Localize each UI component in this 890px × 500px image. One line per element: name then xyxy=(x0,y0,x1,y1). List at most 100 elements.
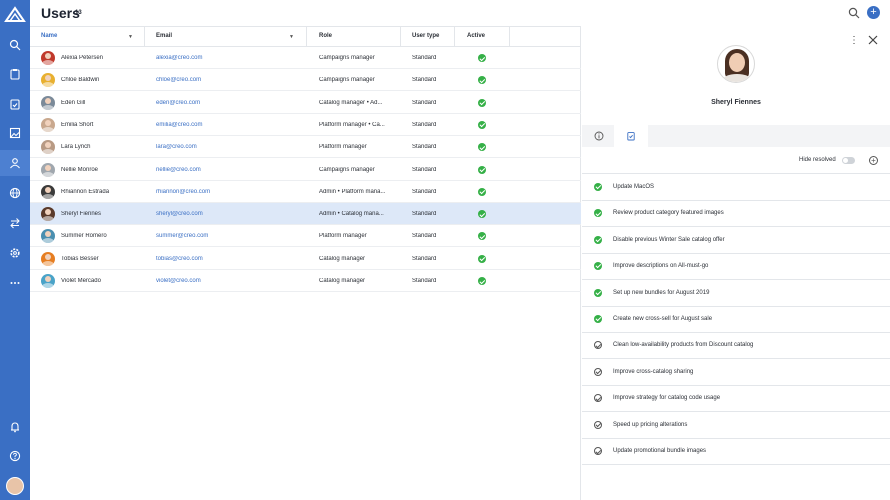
clipboard-check-icon[interactable] xyxy=(7,96,23,112)
column-header-user-type[interactable]: User type xyxy=(412,33,440,39)
add-user-button[interactable]: + xyxy=(867,6,880,19)
sort-name-icon[interactable]: ▼ xyxy=(128,34,133,40)
close-icon[interactable] xyxy=(868,35,878,45)
task-item[interactable]: Improve strategy for catalog code usage xyxy=(582,385,890,413)
column-header-role[interactable]: Role xyxy=(319,33,333,39)
column-divider xyxy=(306,27,307,47)
column-header-email[interactable]: Email xyxy=(156,33,173,39)
user-role: Campaigns manager xyxy=(319,55,375,61)
page-title: Users xyxy=(41,5,80,21)
table-row[interactable]: Tobias Besser tobias@creo.com Catalog mana… xyxy=(30,248,581,270)
user-email-link[interactable]: nellie@creo.com xyxy=(156,166,201,173)
active-check-icon xyxy=(478,232,486,241)
table-row[interactable]: Alexia Petersen alexia@creo.com Campaigns … xyxy=(30,47,581,69)
user-name: Eden Gill xyxy=(61,99,86,106)
gear-icon[interactable] xyxy=(7,245,23,261)
task-open-icon[interactable] xyxy=(594,447,602,455)
user-avatar xyxy=(41,162,55,177)
task-item[interactable]: Update MacOS xyxy=(582,174,890,201)
task-done-icon[interactable] xyxy=(594,288,602,297)
user-role: Admin • Platform mana... xyxy=(319,188,386,195)
column-header-active[interactable]: Active xyxy=(467,33,486,39)
clipboard-icon[interactable] xyxy=(7,66,23,82)
add-task-button[interactable]: + xyxy=(869,156,878,165)
task-open-icon[interactable] xyxy=(594,420,602,429)
user-email-link[interactable]: emilia@creo.com xyxy=(156,121,203,128)
table-row[interactable]: Sheryl Fiennes sheryl@creo.com Admin • Cat… xyxy=(30,203,581,226)
user-email-link[interactable]: sheryl@creo.com xyxy=(156,211,203,218)
current-user-avatar[interactable] xyxy=(6,477,24,495)
more-icon[interactable] xyxy=(7,275,23,291)
bell-icon[interactable] xyxy=(7,419,23,435)
task-item[interactable]: Improve descriptions on All-must-go xyxy=(582,253,890,281)
task-title: Improve descriptions on All-must-go xyxy=(613,263,709,270)
logo-icon[interactable] xyxy=(4,6,26,24)
user-email-link[interactable]: lara@creo.com xyxy=(156,144,197,151)
user-email-link[interactable]: violet@creo.com xyxy=(156,278,201,284)
task-done-icon[interactable] xyxy=(594,209,602,218)
task-title: Improve strategy for catalog code usage xyxy=(613,395,721,402)
table-row[interactable]: Lara Lynch lara@creo.com Platform manager S… xyxy=(30,136,581,159)
task-open-icon[interactable] xyxy=(594,394,602,403)
table-row[interactable]: Rhiannon Estrada rhiannon@creo.com Admin •… xyxy=(30,181,581,203)
user-type: Standard xyxy=(412,233,437,240)
column-divider xyxy=(454,27,455,47)
table-row[interactable]: Emilia Short emilia@creo.com Platform mana… xyxy=(30,114,581,136)
task-item[interactable]: Set up new bundles for August 2019 xyxy=(582,280,890,307)
task-done-icon[interactable] xyxy=(594,315,602,323)
task-done-icon[interactable] xyxy=(594,183,602,191)
task-open-icon[interactable] xyxy=(594,341,602,350)
user-type: Standard xyxy=(412,255,437,262)
table-row[interactable]: Eden Gill eden@creo.com Catalog manager • … xyxy=(30,92,581,114)
task-title: Update promotional bundle images xyxy=(613,448,707,454)
user-role: Catalog manager • Ad... xyxy=(319,99,383,106)
user-email-link[interactable]: alexia@creo.com xyxy=(156,55,203,61)
help-icon[interactable] xyxy=(7,448,23,464)
task-done-icon[interactable] xyxy=(594,235,602,244)
table-row[interactable]: Chloe Baldwin chloe@creo.com Campaigns man… xyxy=(30,69,581,92)
search-icon[interactable] xyxy=(7,37,23,53)
user-name: Chloe Baldwin xyxy=(61,77,100,84)
user-email-link[interactable]: tobias@creo.com xyxy=(156,255,203,262)
hide-resolved-toggle[interactable] xyxy=(842,157,855,164)
active-check-icon xyxy=(478,143,486,152)
header-search-icon[interactable] xyxy=(848,7,860,19)
globe-icon[interactable] xyxy=(7,185,23,201)
user-email-link[interactable]: eden@creo.com xyxy=(156,99,201,106)
table-row[interactable]: Violet Mercado violet@creo.com Catalog man… xyxy=(30,270,581,292)
more-options-icon[interactable]: ⋮ xyxy=(849,35,859,46)
task-item[interactable]: Update promotional bundle images xyxy=(582,438,890,465)
user-name: Summer Romero xyxy=(61,233,107,240)
user-name: Alexia Petersen xyxy=(61,55,104,61)
task-item[interactable]: Improve cross-catalog sharing xyxy=(582,359,890,386)
user-email-link[interactable]: chloe@creo.com xyxy=(156,77,202,84)
user-email-link[interactable]: rhiannon@creo.com xyxy=(156,188,211,195)
column-header-name[interactable]: Name xyxy=(41,33,58,39)
user-avatar xyxy=(41,95,55,110)
task-open-icon[interactable] xyxy=(594,367,602,376)
column-divider xyxy=(509,27,510,47)
user-name: Sheryl Fiennes xyxy=(61,211,102,218)
task-item[interactable]: Create new cross-sell for August sale xyxy=(582,306,890,333)
task-done-icon[interactable] xyxy=(594,262,602,271)
transfer-icon[interactable] xyxy=(7,215,23,231)
table-row[interactable]: Summer Romero summer@creo.com Platform man… xyxy=(30,225,581,248)
tasks-filter-row: Hide resolved + xyxy=(582,153,890,169)
task-item[interactable]: Disable previous Winter Sale catalog off… xyxy=(582,227,890,254)
user-email-link[interactable]: summer@creo.com xyxy=(156,233,209,240)
tasks-icon xyxy=(627,132,635,141)
table-row[interactable]: Nellie Monroe nellie@creo.com Campaigns ma… xyxy=(30,159,581,181)
tab-info[interactable] xyxy=(582,125,616,147)
user-icon[interactable] xyxy=(0,150,30,176)
user-role: Catalog manager xyxy=(319,255,366,262)
sort-email-icon[interactable]: ▼ xyxy=(289,34,294,40)
active-check-icon xyxy=(478,98,486,107)
tab-tasks[interactable] xyxy=(614,125,648,147)
task-title: Speed up pricing alterations xyxy=(613,421,688,428)
task-item[interactable]: Clean low-availability products from Dis… xyxy=(582,332,890,360)
task-item[interactable]: Speed up pricing alterations xyxy=(582,412,890,439)
image-icon[interactable] xyxy=(7,125,23,141)
task-item[interactable]: Review product category featured images xyxy=(582,200,890,228)
user-avatar xyxy=(41,207,55,222)
